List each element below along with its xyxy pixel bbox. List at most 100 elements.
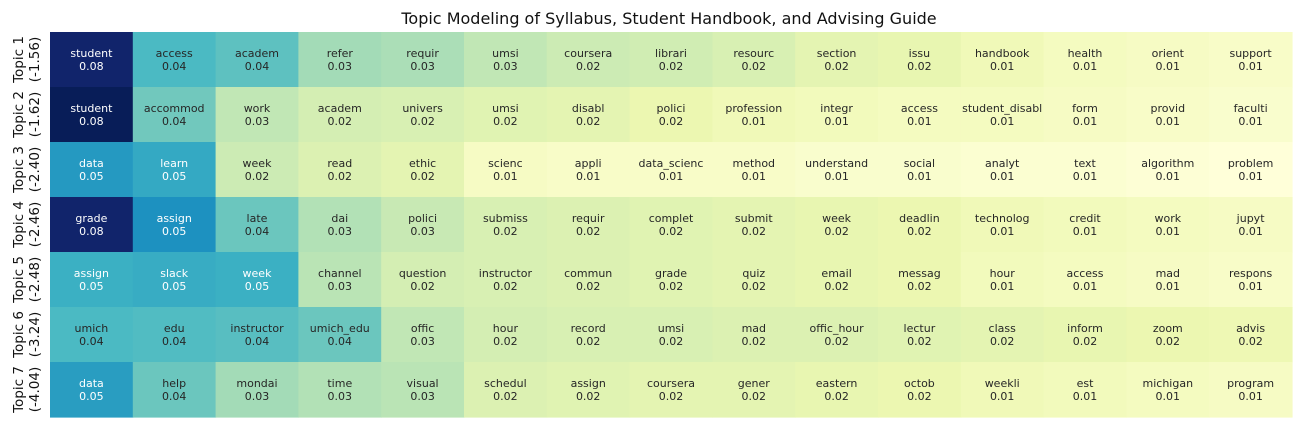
- heatmap-cell: [298, 197, 382, 253]
- heatmap-cell: [381, 32, 465, 88]
- cell-word-label: channel: [318, 267, 362, 280]
- cell-value-label: 0.01: [1238, 390, 1263, 403]
- heatmap-cell: [464, 87, 548, 143]
- cell-word-label: access: [1066, 267, 1103, 280]
- cell-value-label: 0.03: [410, 335, 435, 348]
- cell-value-label: 0.02: [576, 115, 601, 128]
- heatmap-cell: [50, 87, 134, 143]
- cell-value-label: 0.02: [1073, 335, 1098, 348]
- row-label-line1: Topic 6: [11, 311, 27, 359]
- cell-value-label: 0.05: [162, 170, 187, 183]
- cell-word-label: algorithm: [1141, 157, 1194, 170]
- cell-value-label: 0.04: [245, 335, 270, 348]
- cell-word-label: advis: [1236, 322, 1265, 335]
- cell-word-label: integr: [820, 102, 853, 115]
- cell-word-label: michigan: [1143, 377, 1194, 390]
- cell-value-label: 0.04: [162, 60, 187, 73]
- cell-word-label: accommod: [144, 102, 205, 115]
- cell-value-label: 0.01: [1156, 60, 1181, 73]
- cell-word-label: appli: [575, 157, 602, 170]
- cell-value-label: 0.03: [493, 60, 518, 73]
- cell-value-label: 0.01: [990, 170, 1015, 183]
- cell-word-label: access: [901, 102, 938, 115]
- heatmap-cell: [50, 32, 134, 88]
- cell-word-label: time: [327, 377, 352, 390]
- cell-value-label: 0.01: [824, 115, 849, 128]
- heatmap-cell: [960, 32, 1045, 88]
- heatmap-cell: [1043, 142, 1127, 198]
- heatmap-cell: [795, 307, 879, 363]
- heatmap-cell: [132, 252, 217, 308]
- cell-word-label: scienc: [488, 157, 523, 170]
- cell-value-label: 0.01: [1238, 170, 1263, 183]
- cell-value-label: 0.04: [79, 335, 104, 348]
- cell-word-label: credit: [1069, 212, 1101, 225]
- cell-word-label: health: [1068, 47, 1103, 60]
- heatmap-cell: [712, 32, 796, 88]
- cell-value-label: 0.01: [659, 170, 684, 183]
- cell-value-label: 0.02: [990, 335, 1015, 348]
- cell-value-label: 0.01: [576, 170, 601, 183]
- heatmap-cell: [1209, 252, 1293, 308]
- cell-value-label: 0.08: [79, 225, 104, 238]
- cell-word-label: issu: [909, 47, 931, 60]
- cell-value-label: 0.02: [493, 335, 518, 348]
- cell-word-label: problem: [1228, 157, 1274, 170]
- cell-word-label: section: [817, 47, 857, 60]
- cell-word-label: week: [243, 157, 273, 170]
- heatmap-cell: [795, 197, 879, 253]
- cell-word-label: provid: [1151, 102, 1186, 115]
- heatmap-cell: [381, 142, 465, 198]
- heatmap-cell: [1043, 307, 1127, 363]
- heatmap-cell: [1209, 87, 1293, 143]
- cell-value-label: 0.01: [990, 225, 1015, 238]
- cell-value-label: 0.01: [1073, 115, 1098, 128]
- heatmap-cell: [960, 307, 1045, 363]
- cell-word-label: form: [1072, 102, 1098, 115]
- cell-value-label: 0.04: [162, 115, 187, 128]
- cell-word-label: learn: [160, 157, 188, 170]
- cell-word-label: assign: [157, 212, 192, 225]
- heatmap-cell: [629, 362, 713, 418]
- cell-word-label: messag: [898, 267, 941, 280]
- heatmap-cell: [1043, 32, 1127, 88]
- cell-word-label: class: [989, 322, 1017, 335]
- heatmap-cell: [1126, 142, 1210, 198]
- heatmap-cell: [878, 87, 962, 143]
- cell-word-label: assign: [74, 267, 109, 280]
- cell-value-label: 0.02: [742, 335, 767, 348]
- cell-word-label: edu: [164, 322, 185, 335]
- heatmap-cell: [298, 32, 382, 88]
- row-label-line2: (-2.40): [27, 147, 43, 192]
- cell-word-label: visual: [407, 377, 439, 390]
- cell-value-label: 0.05: [79, 280, 104, 293]
- cell-word-label: student: [70, 47, 113, 60]
- cell-value-label: 0.02: [742, 390, 767, 403]
- heatmap-cell: [215, 307, 299, 363]
- heatmap-cell: [298, 252, 382, 308]
- cell-value-label: 0.03: [410, 390, 435, 403]
- cell-word-label: work: [244, 102, 271, 115]
- cell-word-label: weekli: [985, 377, 1020, 390]
- cell-word-label: polici: [408, 212, 437, 225]
- cell-word-label: submit: [735, 212, 773, 225]
- cell-value-label: 0.01: [742, 115, 767, 128]
- cell-value-label: 0.02: [576, 225, 601, 238]
- heatmap-cell: [1126, 362, 1210, 418]
- cell-value-label: 0.02: [493, 280, 518, 293]
- heatmap-cell: [712, 87, 796, 143]
- row-label-line2: (-3.24): [27, 312, 43, 357]
- row-label-line2: (-2.48): [27, 257, 43, 302]
- heatmap-cell: [215, 142, 299, 198]
- cell-value-label: 0.01: [990, 115, 1015, 128]
- cell-word-label: analyt: [985, 157, 1020, 170]
- cell-value-label: 0.01: [493, 170, 518, 183]
- cell-word-label: email: [821, 267, 851, 280]
- cell-value-label: 0.01: [1238, 60, 1263, 73]
- row-label-line1: Topic 2: [11, 91, 27, 139]
- cell-word-label: hour: [493, 322, 519, 335]
- cell-value-label: 0.08: [79, 115, 104, 128]
- heatmap-cell: [1043, 87, 1127, 143]
- cell-value-label: 0.05: [245, 280, 270, 293]
